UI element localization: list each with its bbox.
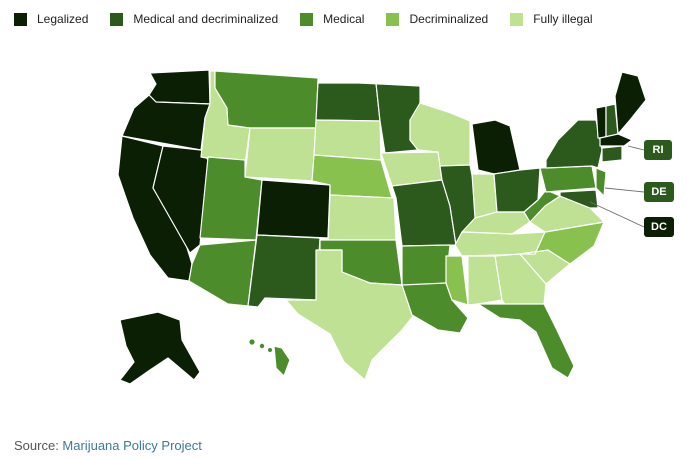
de-callout-label[interactable]: DE [644, 182, 674, 202]
legend-swatch [386, 12, 400, 26]
state-pa[interactable] [539, 165, 597, 193]
state-hi[interactable] [273, 345, 291, 377]
state-ct[interactable] [601, 145, 623, 163]
state-hi-island[interactable] [268, 348, 272, 352]
legend-item-medical[interactable]: Medical [300, 12, 364, 26]
state-ny[interactable] [545, 119, 603, 169]
state-hi-island[interactable] [249, 339, 255, 345]
legend-label: Medical [323, 12, 365, 26]
legend-label: Decriminalized [409, 12, 489, 26]
state-co[interactable] [256, 179, 331, 239]
legend-label: Fully illegal [533, 12, 593, 26]
state-wa[interactable] [148, 69, 211, 105]
legend-swatch [510, 12, 524, 26]
ri-leader-line [627, 145, 645, 151]
de-leader-line [604, 187, 645, 193]
dc-callout-label[interactable]: DC [644, 217, 674, 237]
state-sd[interactable] [313, 119, 382, 161]
state-ks[interactable] [327, 194, 397, 241]
source-prefix: Source: [14, 438, 63, 453]
legend-swatch [110, 12, 124, 26]
state-ma[interactable] [599, 133, 633, 147]
ri-callout-label[interactable]: RI [644, 140, 672, 160]
state-hi-island[interactable] [259, 343, 265, 349]
state-ms[interactable] [445, 255, 469, 306]
legend-label: Legalized [37, 12, 89, 26]
legend-swatch [300, 12, 314, 26]
state-fl[interactable] [477, 303, 575, 379]
source-link[interactable]: Marijuana Policy Project [62, 438, 202, 453]
state-tx[interactable] [285, 249, 415, 381]
state-in[interactable] [471, 173, 498, 219]
legend-label: Medical and decriminalized [133, 12, 279, 26]
state-wy[interactable] [244, 127, 317, 182]
legend-swatch [14, 12, 27, 26]
legend: Legalized Medical and decriminalized Med… [14, 9, 593, 29]
state-nm[interactable] [247, 234, 321, 308]
state-md[interactable] [559, 189, 599, 209]
state-al[interactable] [467, 255, 503, 306]
legend-item-medical-and-decriminalized[interactable]: Medical and decriminalized [110, 12, 278, 26]
source-note: Source: Marijuana Policy Project [14, 438, 202, 453]
legend-item-legalized[interactable]: Legalized [14, 12, 88, 26]
legend-item-fully-illegal[interactable]: Fully illegal [510, 12, 593, 26]
legend-item-decriminalized[interactable]: Decriminalized [386, 12, 488, 26]
state-nd[interactable] [315, 82, 381, 122]
state-az[interactable] [188, 239, 257, 307]
state-me[interactable] [614, 71, 647, 135]
dc-leader-line [589, 201, 645, 228]
state-ak[interactable] [119, 311, 201, 385]
state-mi[interactable] [471, 119, 521, 175]
state-nj[interactable] [595, 167, 607, 197]
state-wi[interactable] [409, 102, 471, 167]
state-mt[interactable] [214, 70, 319, 129]
state-ar[interactable] [401, 244, 451, 287]
state-vt[interactable] [595, 105, 607, 139]
